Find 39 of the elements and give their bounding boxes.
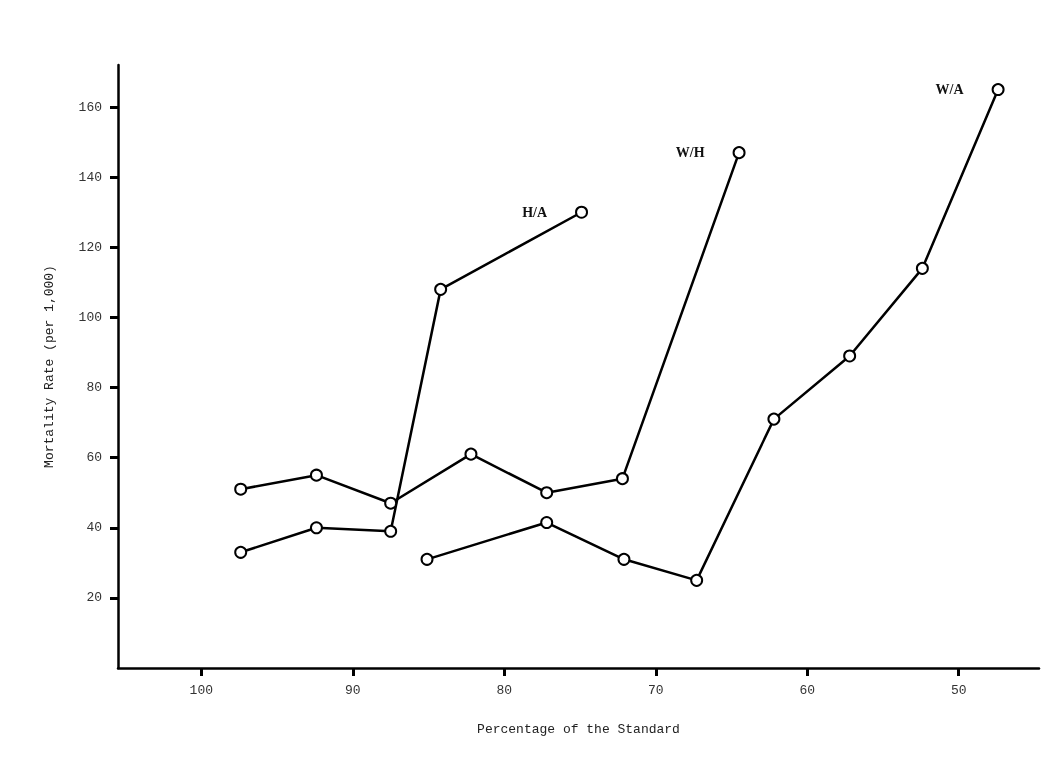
point: [991, 83, 1005, 97]
point: [384, 496, 398, 510]
point: [575, 205, 589, 219]
series-label: H/A: [522, 204, 548, 220]
x-tick-label: 90: [344, 683, 361, 698]
point: [617, 552, 631, 566]
y-tick-label: 100: [78, 309, 102, 325]
point: [464, 447, 478, 461]
y-axis-title: Mortality Rate (per 1,000): [42, 265, 57, 468]
point: [234, 482, 248, 496]
y-tick-label: 60: [86, 450, 102, 466]
text: W/A: [935, 82, 965, 98]
point: [309, 521, 323, 535]
point: [615, 472, 629, 486]
y-tick-label: 140: [78, 169, 102, 185]
point: [384, 524, 398, 538]
point: [732, 146, 746, 160]
point: [434, 282, 448, 296]
x-tick-label: 70: [647, 683, 664, 698]
point: [915, 261, 929, 275]
y-tick-label: 20: [86, 590, 102, 606]
point: [540, 516, 554, 530]
point: [690, 573, 704, 587]
x-axis-title: Percentage of the Standard: [477, 722, 680, 737]
text: W/H: [675, 145, 705, 161]
x-tick-label: 50: [950, 683, 967, 698]
x-tick-label: 60: [799, 683, 816, 698]
y-tick-label: 120: [78, 239, 102, 255]
point: [309, 468, 323, 482]
point: [540, 486, 554, 500]
y-tick-label: 40: [86, 520, 102, 536]
x-tick-label: 80: [496, 683, 513, 698]
point: [767, 412, 781, 426]
point: [843, 349, 857, 363]
y-tick-label: 160: [78, 99, 102, 115]
y-tick-label: 80: [86, 380, 102, 396]
x-tick-label: 100: [189, 683, 214, 698]
point: [234, 545, 248, 559]
point: [420, 552, 434, 566]
